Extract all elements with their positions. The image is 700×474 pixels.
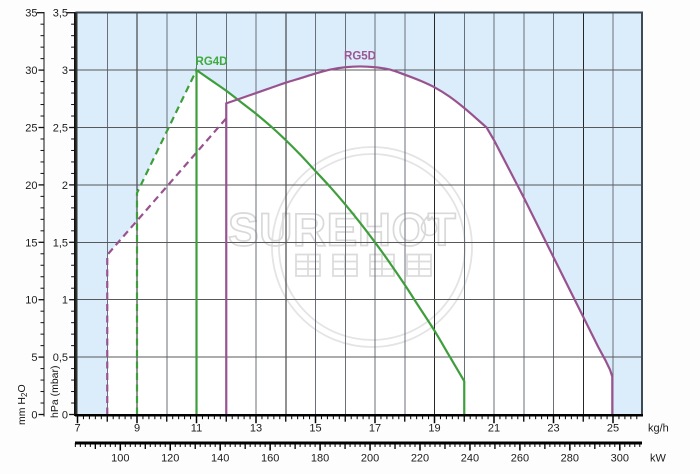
svg-text:15: 15 xyxy=(309,423,321,435)
svg-text:3,5: 3,5 xyxy=(53,8,68,20)
svg-text:2,5: 2,5 xyxy=(53,123,68,135)
svg-text:0,5: 0,5 xyxy=(53,352,68,364)
svg-text:1,5: 1,5 xyxy=(53,237,68,249)
svg-text:220: 220 xyxy=(411,453,429,465)
svg-text:0: 0 xyxy=(31,410,37,422)
svg-text:100: 100 xyxy=(111,453,129,465)
svg-text:260: 260 xyxy=(511,453,529,465)
svg-text:21: 21 xyxy=(488,423,500,435)
svg-text:1: 1 xyxy=(62,295,68,307)
svg-text:25: 25 xyxy=(607,423,619,435)
svg-text:2: 2 xyxy=(62,180,68,192)
svg-text:kW: kW xyxy=(650,453,667,465)
svg-text:kg/h: kg/h xyxy=(648,423,669,435)
svg-text:25: 25 xyxy=(25,123,37,135)
svg-text:280: 280 xyxy=(561,453,579,465)
svg-text:7: 7 xyxy=(74,423,80,435)
svg-text:240: 240 xyxy=(461,453,479,465)
svg-text:200: 200 xyxy=(361,453,379,465)
svg-text:35: 35 xyxy=(25,8,37,20)
svg-text:160: 160 xyxy=(261,453,279,465)
svg-text:30: 30 xyxy=(25,65,37,77)
svg-text:11: 11 xyxy=(191,423,202,435)
svg-text:10: 10 xyxy=(25,295,37,307)
svg-text:23: 23 xyxy=(547,423,559,435)
svg-text:RG4D: RG4D xyxy=(196,56,228,68)
svg-text:0: 0 xyxy=(62,410,68,422)
svg-text:17: 17 xyxy=(369,423,381,435)
svg-text:13: 13 xyxy=(250,423,262,435)
svg-text:5: 5 xyxy=(31,352,37,364)
svg-text:20: 20 xyxy=(25,180,37,192)
svg-text:hPa (mbar): hPa (mbar) xyxy=(49,365,61,418)
svg-text:300: 300 xyxy=(611,453,629,465)
svg-text:9: 9 xyxy=(134,423,140,435)
svg-text:3: 3 xyxy=(62,65,68,77)
svg-text:15: 15 xyxy=(25,237,37,249)
svg-text:180: 180 xyxy=(311,453,329,465)
svg-text:140: 140 xyxy=(211,453,229,465)
svg-text:SUREHOT: SUREHOT xyxy=(228,204,456,256)
svg-text:120: 120 xyxy=(161,453,179,465)
svg-text:19: 19 xyxy=(428,423,440,435)
svg-text:mm H2O: mm H2O xyxy=(16,384,29,425)
svg-text:RG5D: RG5D xyxy=(344,51,376,63)
